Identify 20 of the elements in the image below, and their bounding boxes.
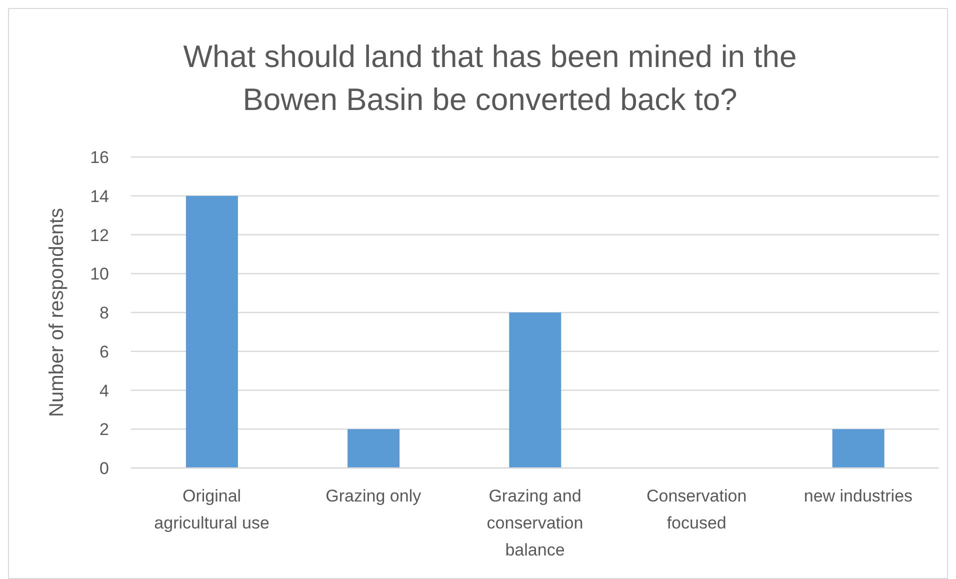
- x-tick-label: Original agricultural use: [154, 486, 270, 532]
- x-tick-label: Grazing and conservation balance: [486, 486, 584, 560]
- y-tick-label: 0: [100, 459, 109, 478]
- y-tick-label: 12: [90, 226, 109, 245]
- bar: [348, 429, 400, 468]
- y-tick-label: 4: [100, 381, 109, 400]
- y-tick-label: 8: [100, 304, 109, 323]
- y-tick-label: 6: [100, 342, 109, 362]
- y-tick-label: 2: [100, 420, 109, 440]
- x-tick-label: Grazing only: [326, 486, 422, 506]
- x-tick-label: new industries: [804, 486, 913, 506]
- y-axis-title: Number of respondents: [46, 208, 68, 418]
- x-tick-label: Conservation focused: [646, 486, 747, 532]
- y-tick-label: 16: [90, 148, 109, 168]
- y-tick-label: 14: [90, 186, 109, 206]
- y-tick-label: 10: [90, 264, 109, 284]
- bar: [509, 312, 562, 468]
- chart-title: What should land that has been mined in the Bowen Basin be converted back to?: [182, 38, 798, 119]
- bar: [186, 196, 238, 468]
- bar: [832, 429, 884, 468]
